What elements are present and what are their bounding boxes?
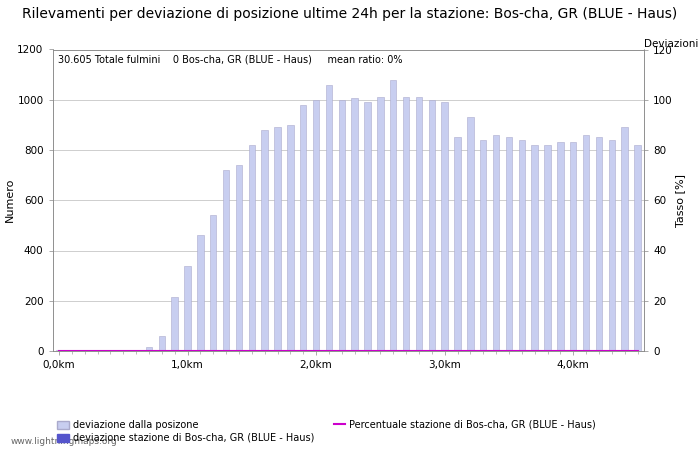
Bar <box>326 85 332 351</box>
Bar <box>146 347 152 351</box>
Bar <box>557 143 564 351</box>
Text: Deviazioni: Deviazioni <box>644 39 699 49</box>
Bar <box>274 127 281 351</box>
Bar <box>506 137 512 351</box>
Bar <box>339 100 345 351</box>
Bar <box>287 125 293 351</box>
Bar <box>377 97 384 351</box>
Bar <box>236 165 242 351</box>
Bar <box>545 145 551 351</box>
Bar <box>442 102 448 351</box>
Bar <box>454 137 461 351</box>
Text: Rilevamenti per deviazione di posizione ultime 24h per la stazione: Bos-cha, GR : Rilevamenti per deviazione di posizione … <box>22 7 678 21</box>
Bar <box>159 336 165 351</box>
Bar <box>172 297 178 351</box>
Bar <box>583 135 589 351</box>
Bar <box>197 235 204 351</box>
Bar <box>262 130 268 351</box>
Bar <box>56 350 62 351</box>
Bar <box>622 127 628 351</box>
Text: 30.605 Totale fulmini    0 Bos-cha, GR (BLUE - Haus)     mean ratio: 0%: 30.605 Totale fulmini 0 Bos-cha, GR (BLU… <box>58 54 403 64</box>
Legend: deviazione dalla posizone, deviazione stazione di Bos-cha, GR (BLUE - Haus), Per: deviazione dalla posizone, deviazione st… <box>57 420 596 443</box>
Bar <box>608 140 615 351</box>
Bar <box>300 105 307 351</box>
Bar <box>493 135 499 351</box>
Bar <box>467 117 474 351</box>
Bar <box>596 137 602 351</box>
Bar <box>313 100 319 351</box>
Bar <box>364 102 371 351</box>
Bar <box>210 215 216 351</box>
Y-axis label: Tasso [%]: Tasso [%] <box>676 174 685 227</box>
Bar <box>428 100 435 351</box>
Bar <box>403 97 410 351</box>
Bar <box>223 170 230 351</box>
Bar <box>531 145 538 351</box>
Bar <box>248 145 255 351</box>
Bar <box>184 266 190 351</box>
Text: www.lightningmaps.org: www.lightningmaps.org <box>10 437 118 446</box>
Bar <box>390 80 396 351</box>
Y-axis label: Numero: Numero <box>4 178 15 222</box>
Bar <box>416 97 422 351</box>
Bar <box>570 143 577 351</box>
Bar <box>480 140 486 351</box>
Bar <box>519 140 525 351</box>
Bar <box>351 99 358 351</box>
Bar <box>634 145 640 351</box>
